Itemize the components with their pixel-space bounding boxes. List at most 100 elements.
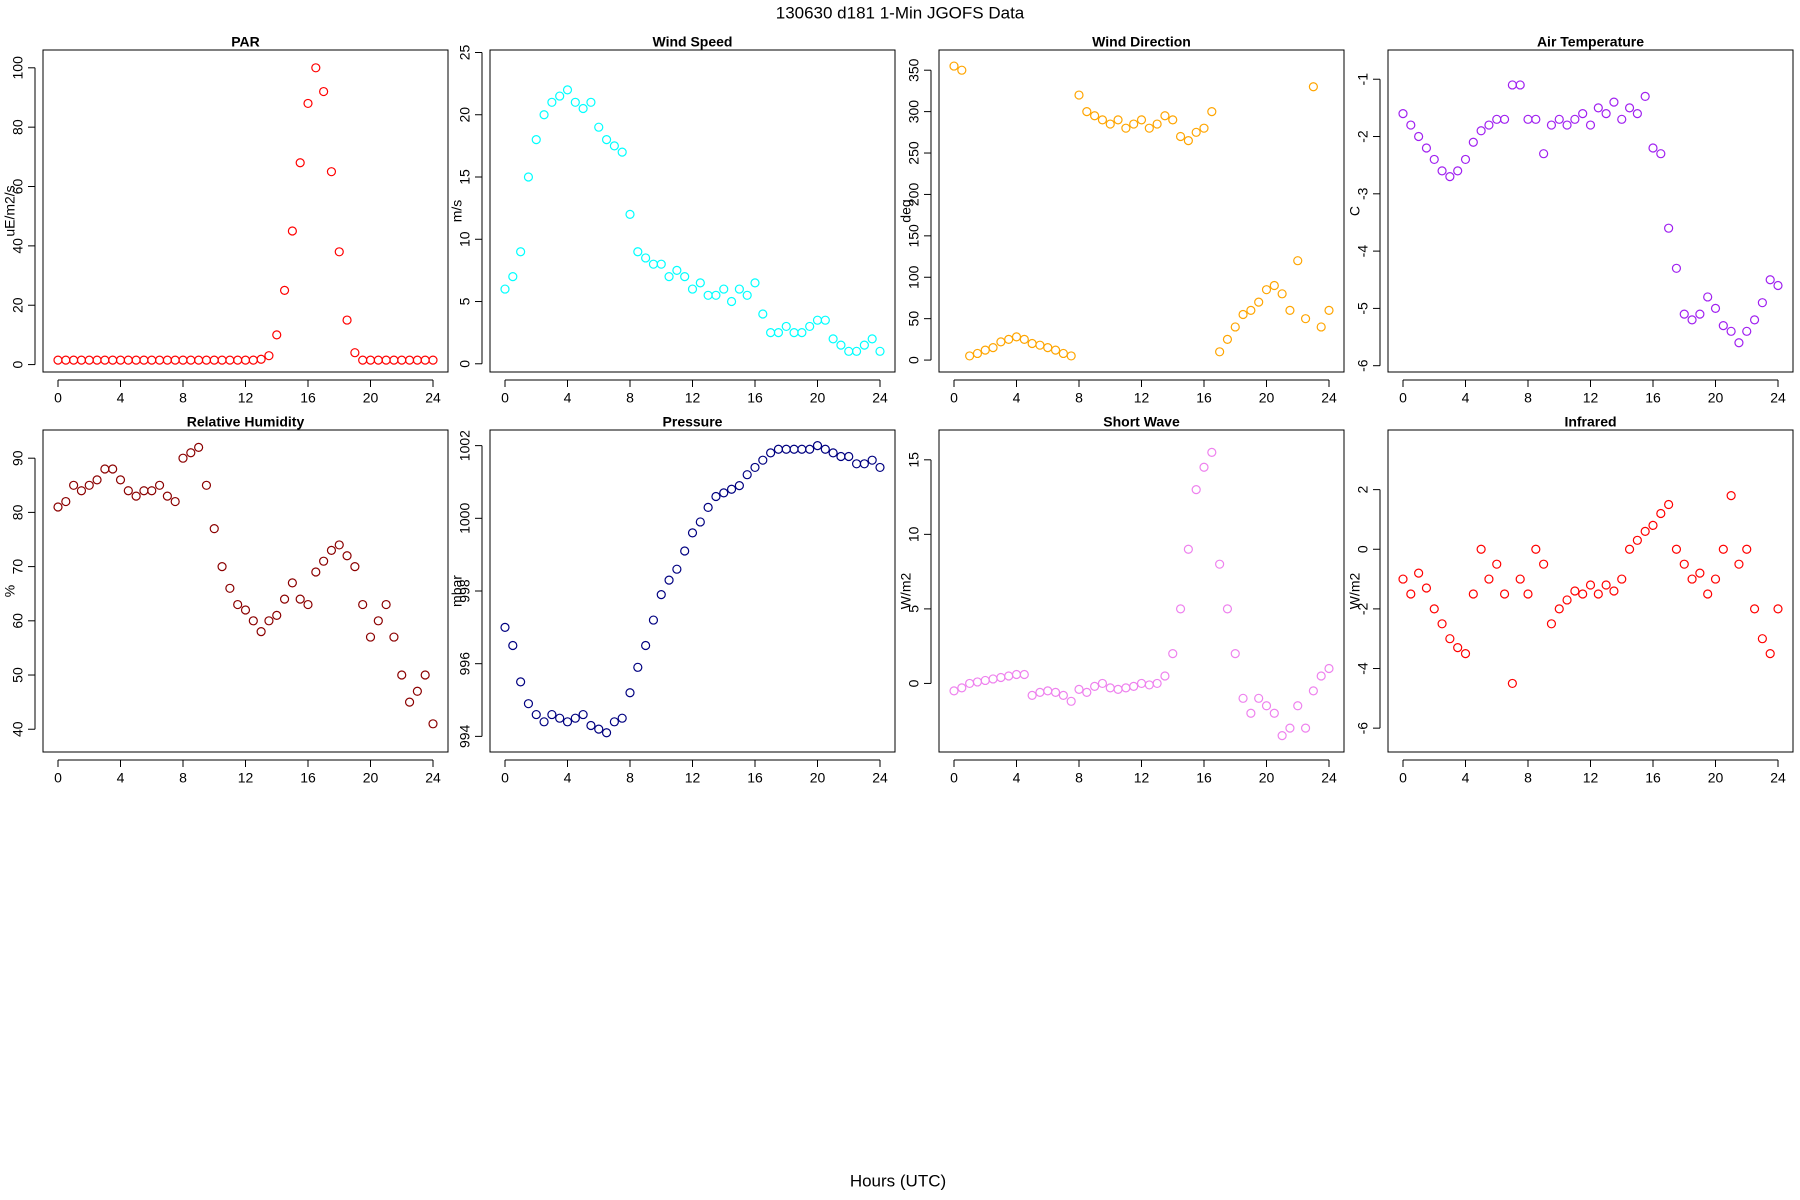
data-point [350, 562, 360, 572]
data-point [547, 709, 557, 720]
data-point [586, 97, 596, 107]
y-tick-label: 5 [906, 605, 922, 613]
panel-title: Relative Humidity [187, 414, 305, 430]
y-tick-label: 15 [457, 169, 473, 185]
y-axis-label: C [1347, 206, 1363, 216]
data-point [980, 345, 990, 355]
data-point [1624, 103, 1635, 113]
data-point [805, 444, 815, 454]
data-point [648, 615, 659, 625]
y-axis-label: W/m2 [1347, 573, 1363, 610]
data-point [1183, 136, 1193, 146]
figure-title: 130630 d181 1-Min JGOFS Data [776, 3, 1025, 22]
data-point [1460, 154, 1471, 165]
data-point [851, 459, 862, 469]
x-tick-label: 20 [810, 390, 826, 406]
data-point [1695, 568, 1705, 578]
data-point [531, 709, 541, 720]
x-tick-label: 20 [810, 770, 826, 786]
data-point [373, 355, 383, 365]
x-tick-label: 20 [363, 770, 379, 786]
data-point [1152, 678, 1162, 689]
data-point [633, 662, 643, 672]
data-point [1035, 687, 1045, 697]
data-point [844, 346, 854, 356]
data-point [1648, 143, 1658, 153]
data-point [562, 717, 573, 727]
data-point [256, 627, 266, 637]
data-point [1546, 120, 1557, 130]
x-tick-label: 4 [564, 770, 572, 786]
data-point [123, 486, 133, 496]
data-point [664, 272, 674, 282]
plot-box [938, 49, 1345, 373]
x-tick-label: 8 [1075, 770, 1083, 786]
data-point [1199, 462, 1209, 472]
data-point [726, 296, 737, 307]
data-point [287, 578, 297, 588]
data-point [570, 97, 580, 107]
plot-box [938, 429, 1345, 753]
data-point [1207, 447, 1217, 457]
data-point [1035, 340, 1045, 350]
x-tick-label: 16 [300, 390, 316, 406]
data-point [311, 63, 321, 73]
data-point [303, 599, 313, 610]
data-point [875, 462, 885, 473]
data-point [1539, 559, 1549, 569]
data-point [500, 622, 510, 632]
data-point [1090, 111, 1100, 121]
x-tick-label: 8 [1524, 770, 1532, 786]
data-point [1703, 292, 1713, 302]
data-point [1515, 574, 1525, 584]
data-point [1476, 544, 1486, 554]
data-point [1421, 583, 1432, 593]
data-point [1703, 589, 1713, 599]
x-tick-label: 12 [1583, 390, 1599, 406]
data-point [1531, 544, 1541, 554]
data-point [812, 441, 823, 451]
data-point [186, 448, 196, 458]
data-point [1300, 723, 1311, 733]
data-point [1308, 686, 1318, 696]
data-point [303, 98, 313, 109]
data-point [1468, 137, 1478, 147]
data-point [1624, 544, 1635, 554]
data-point [178, 453, 188, 463]
data-point [1168, 649, 1178, 659]
y-tick-label: 20 [10, 297, 26, 313]
data-point [1734, 338, 1744, 348]
plot-box [1387, 429, 1794, 753]
data-point [1215, 347, 1225, 357]
data-point [1308, 82, 1318, 92]
x-tick-label: 4 [117, 770, 125, 786]
data-point [633, 247, 643, 257]
data-point [523, 172, 534, 182]
data-point [389, 355, 399, 365]
data-point [1671, 263, 1682, 273]
data-point [965, 351, 975, 361]
plot-box [489, 49, 896, 373]
data-point [1406, 589, 1416, 599]
panel-title: Air Temperature [1537, 34, 1644, 50]
y-tick-label: 1002 [457, 430, 473, 461]
data-point [131, 355, 141, 365]
data-point [1445, 172, 1455, 182]
panel-title: Short Wave [1103, 414, 1180, 430]
y-tick-label: 60 [10, 179, 26, 195]
y-tick-label: 90 [10, 450, 26, 466]
data-point [789, 444, 799, 454]
y-tick-label: 20 [457, 107, 473, 123]
data-point [201, 480, 212, 490]
data-point [625, 688, 635, 698]
data-point [1664, 223, 1674, 233]
data-point [742, 290, 752, 300]
y-tick-label: -1 [1355, 73, 1371, 86]
data-point [1011, 332, 1022, 342]
data-point [1773, 604, 1783, 614]
x-tick-label: 16 [747, 390, 763, 406]
data-point [1632, 535, 1642, 545]
data-point [147, 486, 157, 496]
data-point [1246, 708, 1256, 718]
